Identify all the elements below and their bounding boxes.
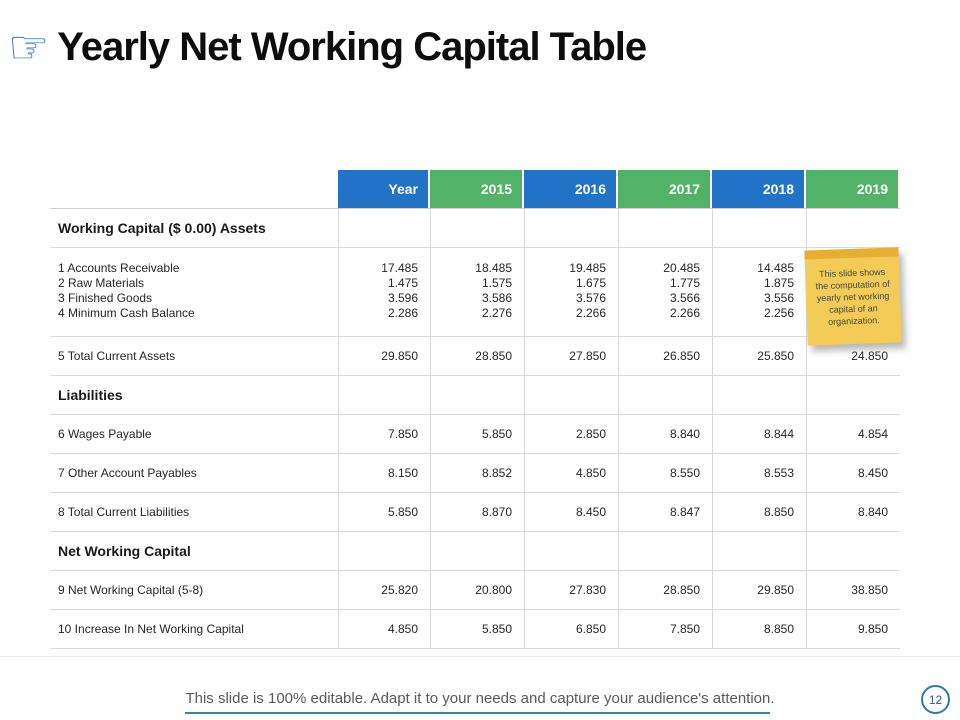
cell-value: [712, 209, 806, 247]
cell-value: 5.850: [338, 493, 430, 531]
cell-value: 29.850: [338, 337, 430, 375]
cell-value: 8.550: [618, 454, 712, 492]
table-header-cell: 2015: [430, 170, 524, 208]
table-row: Net Working Capital: [50, 532, 900, 571]
page-title: Yearly Net Working Capital Table: [57, 25, 647, 69]
cell-value: 4.850: [524, 454, 618, 492]
table-header-row: Year 2015 2016 2017 2018 2019: [50, 170, 900, 208]
sticky-note: This slide shows the computation of year…: [804, 247, 902, 346]
sticky-note-text: This slide shows the computation of year…: [815, 266, 890, 327]
table-body: Working Capital ($ 0.00) Assets 1 Account…: [50, 208, 900, 649]
cell-value: 8.450: [524, 493, 618, 531]
cell-value: 5.850: [430, 610, 524, 648]
cell-value: [430, 209, 524, 247]
page-number-badge: 12: [921, 685, 950, 714]
cell-value: 8.553: [712, 454, 806, 492]
row-label: Working Capital ($ 0.00) Assets: [58, 220, 266, 236]
cell-value: 2.850: [524, 415, 618, 453]
cell-value: [618, 209, 712, 247]
table-header-blank-cell: [50, 170, 338, 208]
cell-value: [338, 532, 430, 570]
table-row: 6 Wages Payable 7.850 5.850 2.850 8.840 8.844…: [50, 415, 900, 454]
cell-value: 17.485 1.475 3.596 2.286: [338, 248, 430, 336]
table-row: Liabilities: [50, 376, 900, 415]
cell-value: 27.850: [524, 337, 618, 375]
cell-value: [338, 209, 430, 247]
table-header-cell: 2017: [618, 170, 712, 208]
cell-value: 28.850: [618, 571, 712, 609]
cell-value: 26.850: [618, 337, 712, 375]
footer-divider: [0, 656, 960, 657]
cell-value: 8.850: [712, 493, 806, 531]
net-working-capital-table: Year 2015 2016 2017 2018 2019 Working Capital…: [50, 170, 900, 649]
table-row: 7 Other Account Payables 8.150 8.852 4.850 8…: [50, 454, 900, 493]
cell-value: 9.850: [806, 610, 900, 648]
row-label: Net Working Capital: [58, 543, 191, 559]
cell-value: 38.850: [806, 571, 900, 609]
cell-value: [524, 376, 618, 414]
row-label: 1 Accounts Receivable 2 Raw Materials 3 Fi…: [58, 261, 195, 320]
cell-value: 18.485 1.575 3.586 2.276: [430, 248, 524, 336]
row-label: 8 Total Current Liabilities: [58, 505, 190, 519]
cell-value: 8.870: [430, 493, 524, 531]
cell-value: 8.840: [806, 493, 900, 531]
footer-underline: [185, 712, 770, 714]
cell-value: 8.844: [712, 415, 806, 453]
cell-value: 19.485 1.675 3.576 2.266: [524, 248, 618, 336]
cell-value: 8.850: [712, 610, 806, 648]
cell-value: 8.852: [430, 454, 524, 492]
cell-value: [338, 376, 430, 414]
cell-value: 7.850: [618, 610, 712, 648]
cell-value: 7.850: [338, 415, 430, 453]
pointing-hand-icon: ☞: [8, 21, 50, 73]
cell-value: [806, 532, 900, 570]
cell-value: 20.485 1.775 3.566 2.266: [618, 248, 712, 336]
row-label: 5 Total Current Assets: [58, 349, 176, 363]
footer-text: This slide is 100% editable. Adapt it to…: [185, 690, 775, 707]
cell-value: 27.830: [524, 571, 618, 609]
cell-value: 28.850: [430, 337, 524, 375]
row-label: Liabilities: [58, 387, 123, 403]
table-header-cell: 2018: [712, 170, 806, 208]
title-row: ☞ Yearly Net Working Capital Table: [8, 21, 647, 73]
table-header-cell: Year: [338, 170, 430, 208]
cell-value: [618, 532, 712, 570]
table-row: 8 Total Current Liabilities 5.850 8.870 8.4…: [50, 493, 900, 532]
table-row: 1 Accounts Receivable 2 Raw Materials 3 Fi…: [50, 248, 900, 337]
cell-value: 8.450: [806, 454, 900, 492]
row-label: 7 Other Account Payables: [58, 466, 197, 480]
row-label: 6 Wages Payable: [58, 427, 152, 441]
table-header-cell: 2016: [524, 170, 618, 208]
cell-value: 4.854: [806, 415, 900, 453]
cell-value: [806, 209, 900, 247]
cell-value: 4.850: [338, 610, 430, 648]
cell-value: 24.850: [806, 337, 900, 375]
cell-value: 20.800: [430, 571, 524, 609]
cell-value: 8.840: [618, 415, 712, 453]
cell-value: 5.850: [430, 415, 524, 453]
cell-value: [430, 532, 524, 570]
cell-value: 8.150: [338, 454, 430, 492]
row-label: 9 Net Working Capital (5-8): [58, 583, 204, 597]
cell-value: 14.485 1.875 3.556 2.256: [712, 248, 806, 336]
cell-value: 25.850: [712, 337, 806, 375]
cell-value: 8.847: [618, 493, 712, 531]
cell-value: 6.850: [524, 610, 618, 648]
cell-value: [712, 532, 806, 570]
cell-value: [524, 209, 618, 247]
row-label: 10 Increase In Net Working Capital: [58, 622, 244, 636]
cell-value: [430, 376, 524, 414]
cell-value: 29.850: [712, 571, 806, 609]
cell-value: [806, 376, 900, 414]
cell-value: [712, 376, 806, 414]
table-row: 5 Total Current Assets 29.850 28.850 27.850…: [50, 337, 900, 376]
cell-value: [618, 376, 712, 414]
table-row: 9 Net Working Capital (5-8) 25.820 20.800 2…: [50, 571, 900, 610]
table-header-cell: 2019: [806, 170, 900, 208]
cell-value: [524, 532, 618, 570]
table-row: Working Capital ($ 0.00) Assets: [50, 209, 900, 248]
table-row: 10 Increase In Net Working Capital 4.850 5…: [50, 610, 900, 649]
cell-value: 25.820: [338, 571, 430, 609]
